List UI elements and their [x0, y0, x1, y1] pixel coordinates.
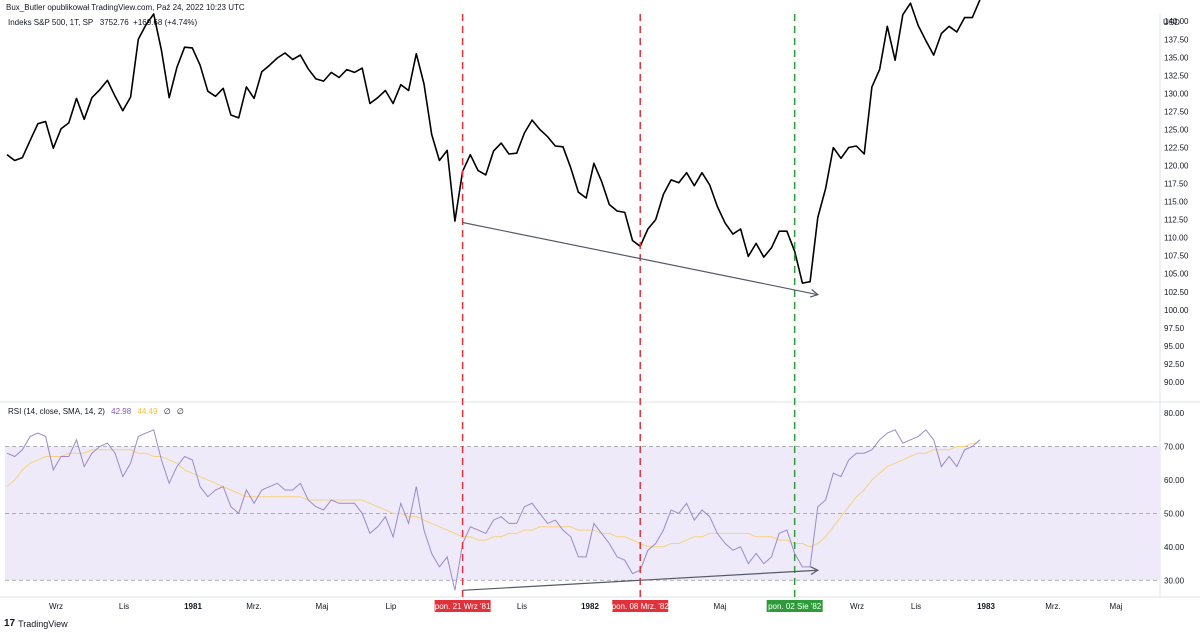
price-tick-label: 97.50 [1164, 324, 1185, 333]
time-axis-label: Lis [119, 602, 129, 611]
currency-label: USD [1163, 18, 1180, 27]
price-trend-arrow [462, 221, 818, 296]
price-tick-label: 92.50 [1164, 360, 1185, 369]
last-price: 3752.76 [99, 18, 129, 27]
date-marker-badge [612, 600, 669, 612]
price-tick-label: 105.00 [1164, 270, 1189, 279]
price-tick-label: 117.50 [1164, 180, 1188, 189]
time-axis-label: 1983 [977, 602, 995, 611]
rsi-tick-label: 40.00 [1164, 543, 1185, 552]
date-marker-label: pon. 08 Mrz. '82 [612, 602, 670, 611]
rsi-tick-label: 50.00 [1164, 509, 1185, 518]
time-axis-label: Wrz [850, 602, 864, 611]
rsi-label[interactable]: RSI (14, close, SMA, 14, 2) [8, 407, 105, 416]
price-tick-label: 90.00 [1164, 378, 1185, 387]
rsi-tick-label: 30.00 [1164, 576, 1185, 585]
price-tick-label: 122.50 [1164, 143, 1189, 152]
rsi-tick-label: 80.00 [1164, 409, 1185, 418]
time-axis-label: 1981 [184, 602, 202, 611]
rsi-extra-2: ∅ [176, 407, 184, 416]
footer-brand: 17 TradingView [4, 618, 68, 629]
time-axis-label: 1982 [581, 602, 599, 611]
price-tick-label: 137.50 [1164, 35, 1189, 44]
rsi-legend: RSI (14, close, SMA, 14, 2) 42.98 44.49 … [8, 407, 184, 416]
tradingview-logo-icon: 17 [4, 618, 16, 629]
time-axis-label: Lip [386, 602, 397, 611]
price-trend-arrow-head [810, 289, 820, 298]
symbol-name[interactable]: Indeks S&P 500, 1T, SP [8, 18, 94, 27]
main-legend: Indeks S&P 500, 1T, SP 3752.76 +169.68 (… [8, 18, 197, 27]
price-tick-label: 110.00 [1164, 234, 1188, 243]
time-axis-label: Lis [911, 602, 921, 611]
price-series-line [6, 0, 981, 284]
publisher-caption: Bux_Butler opublikował TradingView.com, … [6, 3, 245, 12]
date-marker-badge [766, 600, 823, 612]
price-tick-label: 140.00 [1164, 17, 1189, 26]
time-axis-label: Mrz. [1045, 602, 1061, 611]
time-axis-label: Maj [714, 602, 727, 611]
date-marker-label: pon. 02 Sie '82 [768, 602, 822, 611]
rsi-extra-1: ∅ [163, 407, 171, 416]
price-tick-label: 100.00 [1164, 306, 1189, 315]
rsi-series-line [6, 429, 981, 591]
brand-name[interactable]: TradingView [18, 618, 68, 629]
price-tick-label: 107.50 [1164, 252, 1189, 261]
time-axis-label: Mrz. [246, 602, 262, 611]
time-axis-label: Maj [316, 602, 329, 611]
price-tick-label: 130.00 [1164, 89, 1189, 98]
rsi-trend-arrow-head [810, 566, 820, 576]
price-tick-label: 115.00 [1164, 198, 1188, 207]
time-axis-label: Lis [517, 602, 527, 611]
time-axis-label: Wrz [49, 602, 63, 611]
price-tick-label: 120.00 [1164, 162, 1189, 171]
price-change: +169.68 (+4.74%) [133, 18, 198, 27]
date-marker-badge [434, 600, 491, 612]
price-tick-label: 112.50 [1164, 216, 1188, 225]
rsi-sma-value: 44.49 [137, 407, 158, 416]
price-tick-label: 95.00 [1164, 342, 1185, 351]
rsi-tick-label: 60.00 [1164, 476, 1185, 485]
rsi-trend-arrow [462, 569, 818, 591]
rsi-value: 42.98 [111, 407, 132, 416]
time-axis-label: Maj [1110, 602, 1123, 611]
date-marker-label: pon. 21 Wrz '81 [435, 602, 491, 611]
price-tick-label: 127.50 [1164, 107, 1189, 116]
price-tick-label: 132.50 [1164, 71, 1189, 80]
rsi-tick-label: 70.00 [1164, 442, 1185, 451]
price-tick-label: 135.00 [1164, 53, 1189, 62]
rsi-sma-line [6, 442, 980, 548]
price-tick-label: 125.00 [1164, 125, 1189, 134]
price-tick-label: 102.50 [1164, 288, 1189, 297]
